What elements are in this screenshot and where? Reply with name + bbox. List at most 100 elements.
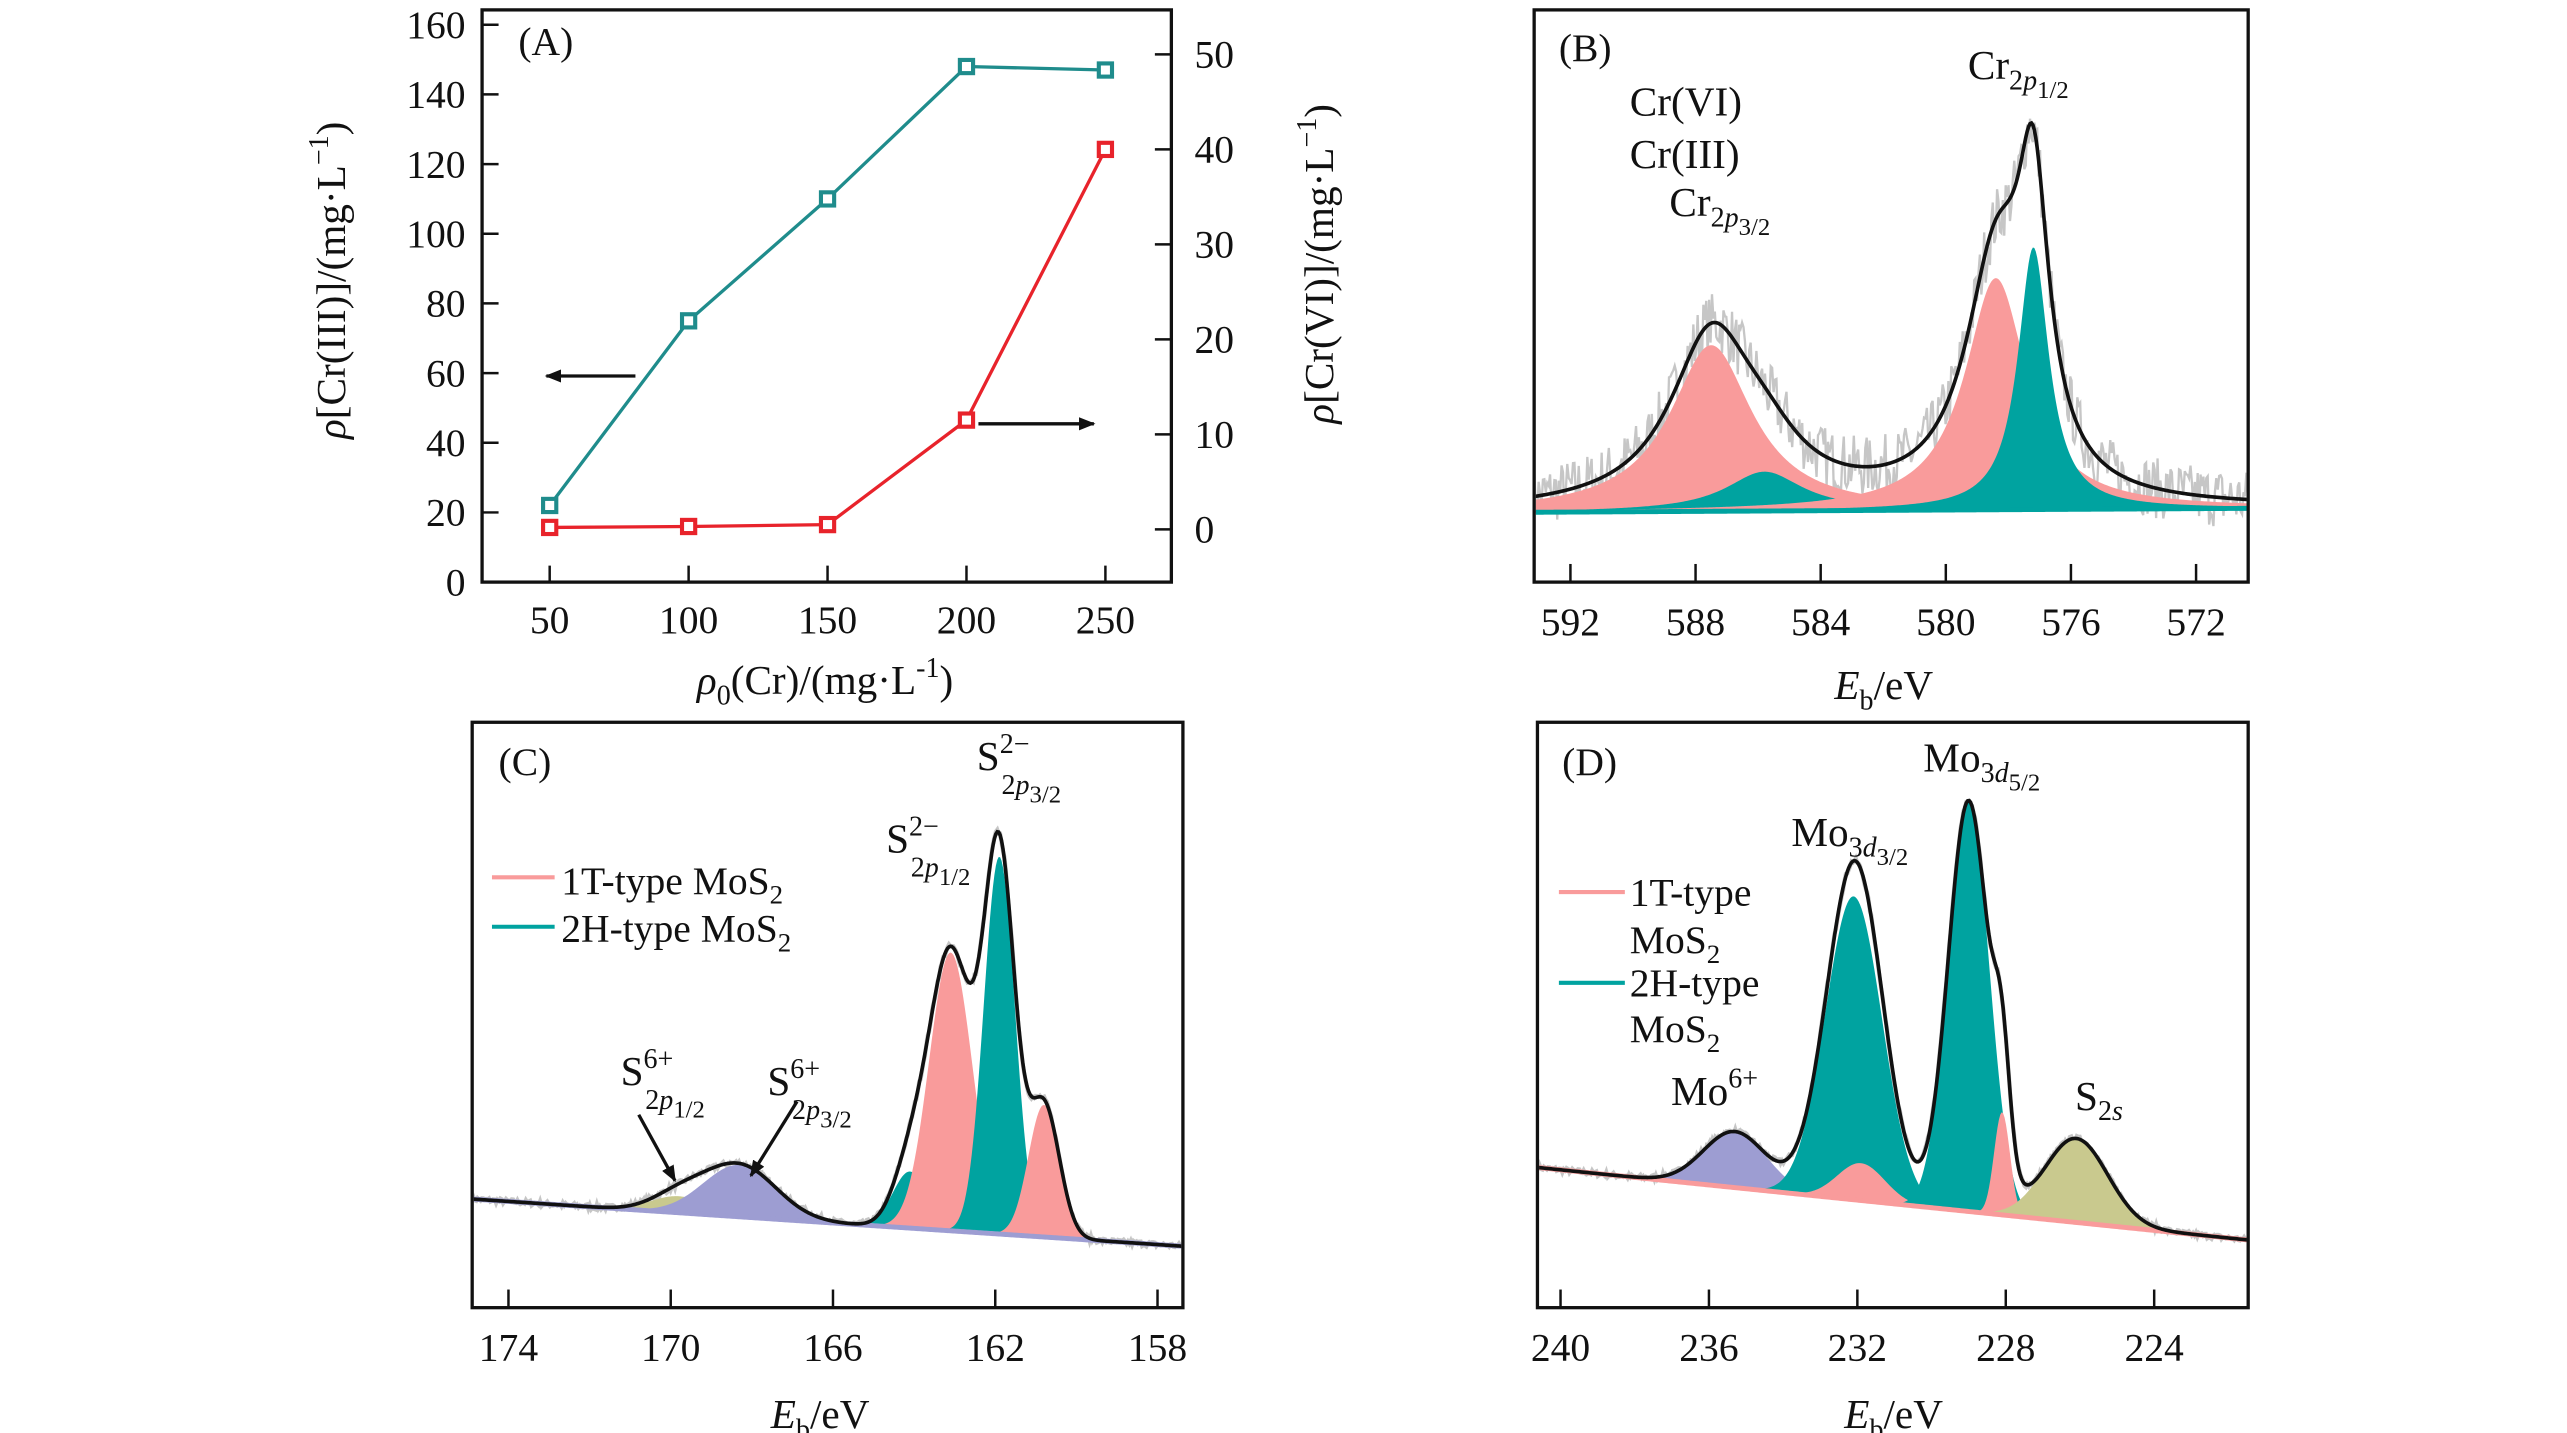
peak-label: Cr(VI) [1630,78,1742,125]
component-peak [1539,1138,2247,1240]
x-tick-label: 100 [659,598,718,642]
label-part: E [1833,662,1859,708]
peak-label: Mo6+ [1671,1064,1758,1114]
label-part: 2H-type [1630,961,1760,1005]
legend-label: 1T-type [1630,870,1752,914]
y-right-tick-label: 20 [1194,318,1234,362]
y-right-tick-label: 50 [1194,33,1234,77]
component-peak [473,1104,1182,1247]
background-line [1539,1165,2247,1243]
x-tick-label: 592 [1541,600,1600,644]
label-part: -1 [916,653,939,684]
y-left-tick-label: 100 [406,212,465,256]
component-peak [1539,896,2247,1240]
y-left-axis-label: ρ[Cr(III)]/(mg·L−1) [304,122,355,441]
label-part: 3 [1849,832,1863,863]
panel-label: (C) [499,740,552,784]
component-peak [473,952,1182,1247]
label-part: p [804,1095,820,1126]
label-part: b [796,1414,810,1433]
label-part: 1T-type [1630,870,1752,914]
label-part: /eV [1874,662,1934,708]
plot-frame [1532,8,2250,584]
label-part: 2 [1707,1028,1720,1058]
y-right-axis-label: ρ[Cr(VI)]/(mg·L−1) [1292,104,1343,426]
x-tick-label: 174 [479,1325,539,1369]
x-axis-label: Eb/eV [770,1391,870,1433]
label-part: 2 [2009,65,2023,96]
plot-frame [1535,720,2250,1310]
label-part: 1/2 [939,864,971,891]
y-right-tick-label: 30 [1194,223,1234,267]
label-part: E [1843,1391,1869,1433]
peak-label: S6+ 2p3/2 [767,1054,851,1134]
x-tick-label: 150 [798,598,857,642]
background-line [1535,505,2247,515]
label-part: 5/2 [2009,770,2041,797]
label-part: d [1995,758,2010,789]
label-part: 2 [911,853,925,884]
component-peak [473,856,1182,1247]
label-part: 2− [909,811,939,842]
peak-label: S6+ 2p1/2 [621,1044,705,1124]
y-left-tick-label: 120 [406,142,465,186]
series-right-marker [818,515,837,534]
label-part: 3/2 [1877,844,1909,871]
label-part: ) [1296,104,1343,118]
peak-label: Mo3d3/2 [1791,809,1908,871]
peak-label: S2− 2p1/2 [886,811,970,891]
x-tick-label: 588 [1666,600,1725,644]
series-left-marker [679,312,698,330]
x-tick-label: 170 [641,1325,700,1369]
x-tick-label: 236 [1679,1325,1738,1369]
x-tick-label: 580 [1916,600,1975,644]
panel-a-line-chart: (A) 0 20 40 60 80 100 120 140 160 0 10 20 30 40 50 50 100… [304,3,1343,712]
peak-label: Cr(III) [1630,131,1740,178]
envelope-line [473,829,1182,1248]
panel-label: (D) [1562,740,1617,784]
label-part: Cr(III) [1630,131,1740,178]
series-right-marker [1096,140,1115,159]
label-part: 2H-type MoS [561,907,778,951]
label-part: Mo [1671,1068,1728,1114]
label-part: 6+ [1728,1064,1758,1095]
peak-label: S2− 2p3/2 [977,729,1061,809]
label-part: b [1860,685,1874,716]
label-part: [Cr(III)]/(mg·L [308,165,355,419]
label-part: 2 [778,927,791,957]
label-part: ρ [695,657,717,703]
y-left-tick-label: 40 [426,421,466,465]
label-part: d [1863,832,1878,863]
x-tick-label: 232 [1828,1325,1887,1369]
component-peak [1539,1131,2247,1240]
label-part: 2 [1707,939,1720,969]
label-part: 0 [717,681,731,712]
x-tick-label: 572 [2166,600,2225,644]
label-part: p [2021,65,2037,96]
label-part: S [621,1048,644,1094]
label-part: 2 [1001,770,1015,801]
label-part: 3/2 [1030,782,1062,809]
label-part: 3 [1981,758,1995,789]
label-part: 2 [645,1085,659,1116]
arrow-icon [749,1100,799,1178]
label-part: 2 [792,1095,806,1126]
x-tick-label: 240 [1531,1325,1590,1369]
x-tick-label: 228 [1976,1325,2035,1369]
label-part: MoS [1630,1007,1707,1051]
label-part: −1 [304,135,335,165]
legend-label: 2H-type [1630,961,1760,1005]
series-left-line [548,64,1106,507]
label-part: Mo [1923,735,1980,781]
envelope-line [1535,120,2247,502]
label-part: ) [940,657,954,704]
spectrum-area [1539,798,2247,1244]
label-part: s [2112,1096,2123,1127]
label-part: Cr(VI) [1630,78,1742,125]
label-part: S [2075,1073,2098,1119]
series-right-marker [541,518,559,537]
series-left-marker [818,190,837,208]
peak-label: S2s [2075,1073,2123,1127]
x-tick-label: 584 [1791,600,1851,644]
label-part: p [1723,202,1739,233]
